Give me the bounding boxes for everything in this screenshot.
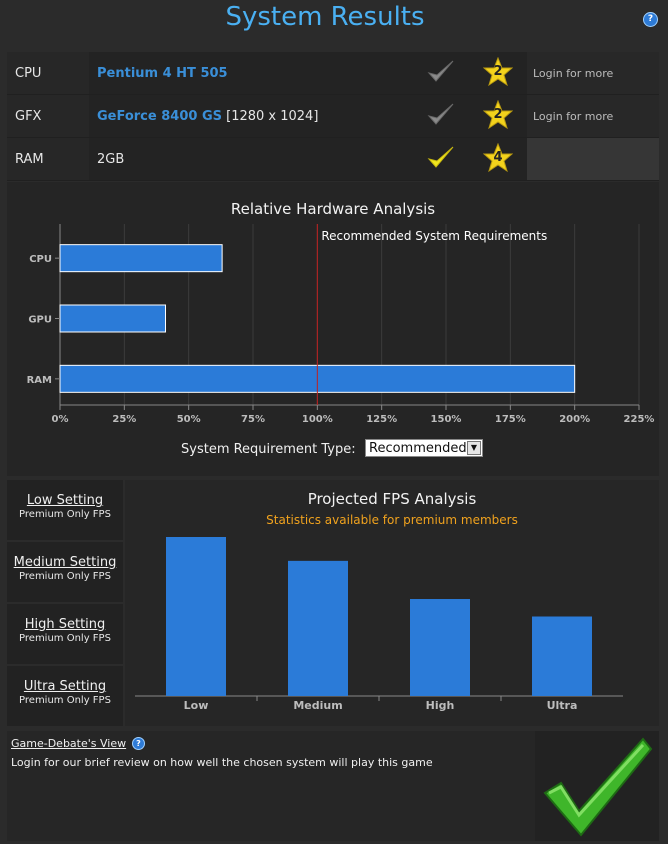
star-icon: 2 bbox=[469, 94, 527, 138]
row-value: 2GB bbox=[89, 137, 413, 181]
row-label: GFX bbox=[7, 94, 89, 138]
bar bbox=[532, 616, 592, 696]
row-value: GeForce 8400 GS [1280 x 1024] bbox=[89, 94, 413, 138]
check-icon bbox=[413, 52, 469, 95]
hardware-analysis-panel: Relative Hardware Analysis 0% 25% 50% 75% 10… bbox=[7, 182, 659, 476]
category-label: Ultra bbox=[547, 699, 578, 712]
category-label: High bbox=[426, 699, 455, 712]
category-label: Low bbox=[184, 699, 209, 712]
category-label: GPU bbox=[28, 315, 52, 326]
game-debate-view: Game-Debate's View ? Login for our brief… bbox=[7, 731, 535, 841]
check-icon bbox=[413, 137, 469, 181]
x-tick-label: 100% bbox=[302, 414, 333, 425]
fps-chart: Low Medium High Ultra bbox=[135, 537, 623, 712]
fps-subtitle: Statistics available for premium members bbox=[266, 513, 518, 527]
x-tick-label: 25% bbox=[112, 414, 136, 425]
x-tick-label: 200% bbox=[559, 414, 590, 425]
req-type-value: Recommended bbox=[369, 441, 467, 456]
bar bbox=[410, 599, 470, 696]
category-label: CPU bbox=[29, 254, 52, 265]
bar bbox=[59, 304, 167, 333]
setting-ultra[interactable]: Ultra Setting Premium Only FPS bbox=[7, 666, 123, 726]
x-tick-label: 50% bbox=[177, 414, 201, 425]
hardware-table: CPU Pentium 4 HT 505 2 Login for more GF… bbox=[7, 52, 659, 181]
x-tick-label: 0% bbox=[52, 414, 69, 425]
check-icon bbox=[413, 94, 469, 138]
question-icon[interactable]: ? bbox=[643, 12, 658, 27]
setting-medium[interactable]: Medium Setting Premium Only FPS bbox=[7, 542, 123, 602]
setting-name[interactable]: Medium Setting bbox=[13, 555, 117, 570]
row-value: Pentium 4 HT 505 bbox=[89, 52, 413, 95]
star-icon: 4 bbox=[469, 137, 527, 181]
page-title: System Results bbox=[225, 2, 425, 32]
table-row: GFX GeForce 8400 GS [1280 x 1024] 2 Logi… bbox=[7, 94, 659, 138]
req-type-row: System Requirement Type: Recommended ▼ bbox=[181, 439, 483, 457]
cpu-link[interactable]: Pentium 4 HT 505 bbox=[97, 65, 228, 81]
setting-low[interactable]: Low Setting Premium Only FPS bbox=[7, 480, 123, 540]
table-row: RAM 2GB 4 bbox=[7, 137, 659, 181]
big-check-icon bbox=[535, 731, 659, 841]
view-text: Login for our brief review on how well t… bbox=[11, 756, 433, 769]
login-link[interactable]: Login for more bbox=[527, 52, 659, 95]
chevron-down-icon[interactable]: ▼ bbox=[467, 441, 481, 455]
row-label: RAM bbox=[7, 137, 89, 181]
row-label: CPU bbox=[7, 52, 89, 95]
title-bar: System Results ? bbox=[0, 0, 668, 48]
setting-sub: Premium Only FPS bbox=[19, 695, 111, 706]
x-tick-label: 225% bbox=[624, 414, 655, 425]
bar bbox=[166, 537, 226, 696]
rating-value: 2 bbox=[493, 106, 503, 122]
hw-analysis-chart: 0% 25% 50% 75% 100% 125% 150% 175% 200% 225% CPU GP… bbox=[27, 224, 655, 425]
category-label: Medium bbox=[293, 699, 342, 712]
category-label: RAM bbox=[27, 375, 52, 386]
bar bbox=[288, 560, 348, 696]
x-tick-label: 150% bbox=[431, 414, 462, 425]
star-icon: 2 bbox=[469, 52, 527, 95]
hw-analysis-title: Relative Hardware Analysis bbox=[230, 200, 436, 218]
rating-value: 2 bbox=[493, 63, 503, 79]
view-title[interactable]: Game-Debate's View bbox=[11, 737, 127, 750]
fps-title: Projected FPS Analysis bbox=[307, 490, 477, 508]
req-type-label: System Requirement Type: bbox=[181, 442, 356, 457]
login-link[interactable]: Login for more bbox=[527, 94, 659, 138]
table-row: CPU Pentium 4 HT 505 2 Login for more bbox=[7, 52, 659, 95]
fps-analysis-panel: Projected FPS Analysis Statistics availa… bbox=[125, 480, 659, 726]
setting-sub: Premium Only FPS bbox=[19, 571, 111, 582]
setting-name[interactable]: Low Setting bbox=[26, 493, 104, 508]
fps-settings-list: Low Setting Premium Only FPS Medium Sett… bbox=[7, 480, 123, 726]
login-cell-empty bbox=[527, 137, 659, 181]
setting-name[interactable]: Ultra Setting bbox=[23, 679, 107, 694]
setting-sub: Premium Only FPS bbox=[19, 509, 111, 520]
gfx-link[interactable]: GeForce 8400 GS bbox=[97, 108, 222, 124]
bar bbox=[59, 244, 223, 273]
resolution-text: [1280 x 1024] bbox=[226, 108, 319, 124]
x-tick-label: 75% bbox=[241, 414, 265, 425]
setting-sub: Premium Only FPS bbox=[19, 633, 111, 644]
question-icon[interactable]: ? bbox=[132, 737, 145, 750]
setting-name[interactable]: High Setting bbox=[24, 617, 106, 632]
req-type-select[interactable]: Recommended ▼ bbox=[365, 439, 483, 457]
reference-line-label: Recommended System Requirements bbox=[321, 229, 547, 243]
setting-high[interactable]: High Setting Premium Only FPS bbox=[7, 604, 123, 664]
x-tick-label: 175% bbox=[495, 414, 526, 425]
x-tick-label: 125% bbox=[366, 414, 397, 425]
rating-value: 4 bbox=[493, 149, 503, 165]
